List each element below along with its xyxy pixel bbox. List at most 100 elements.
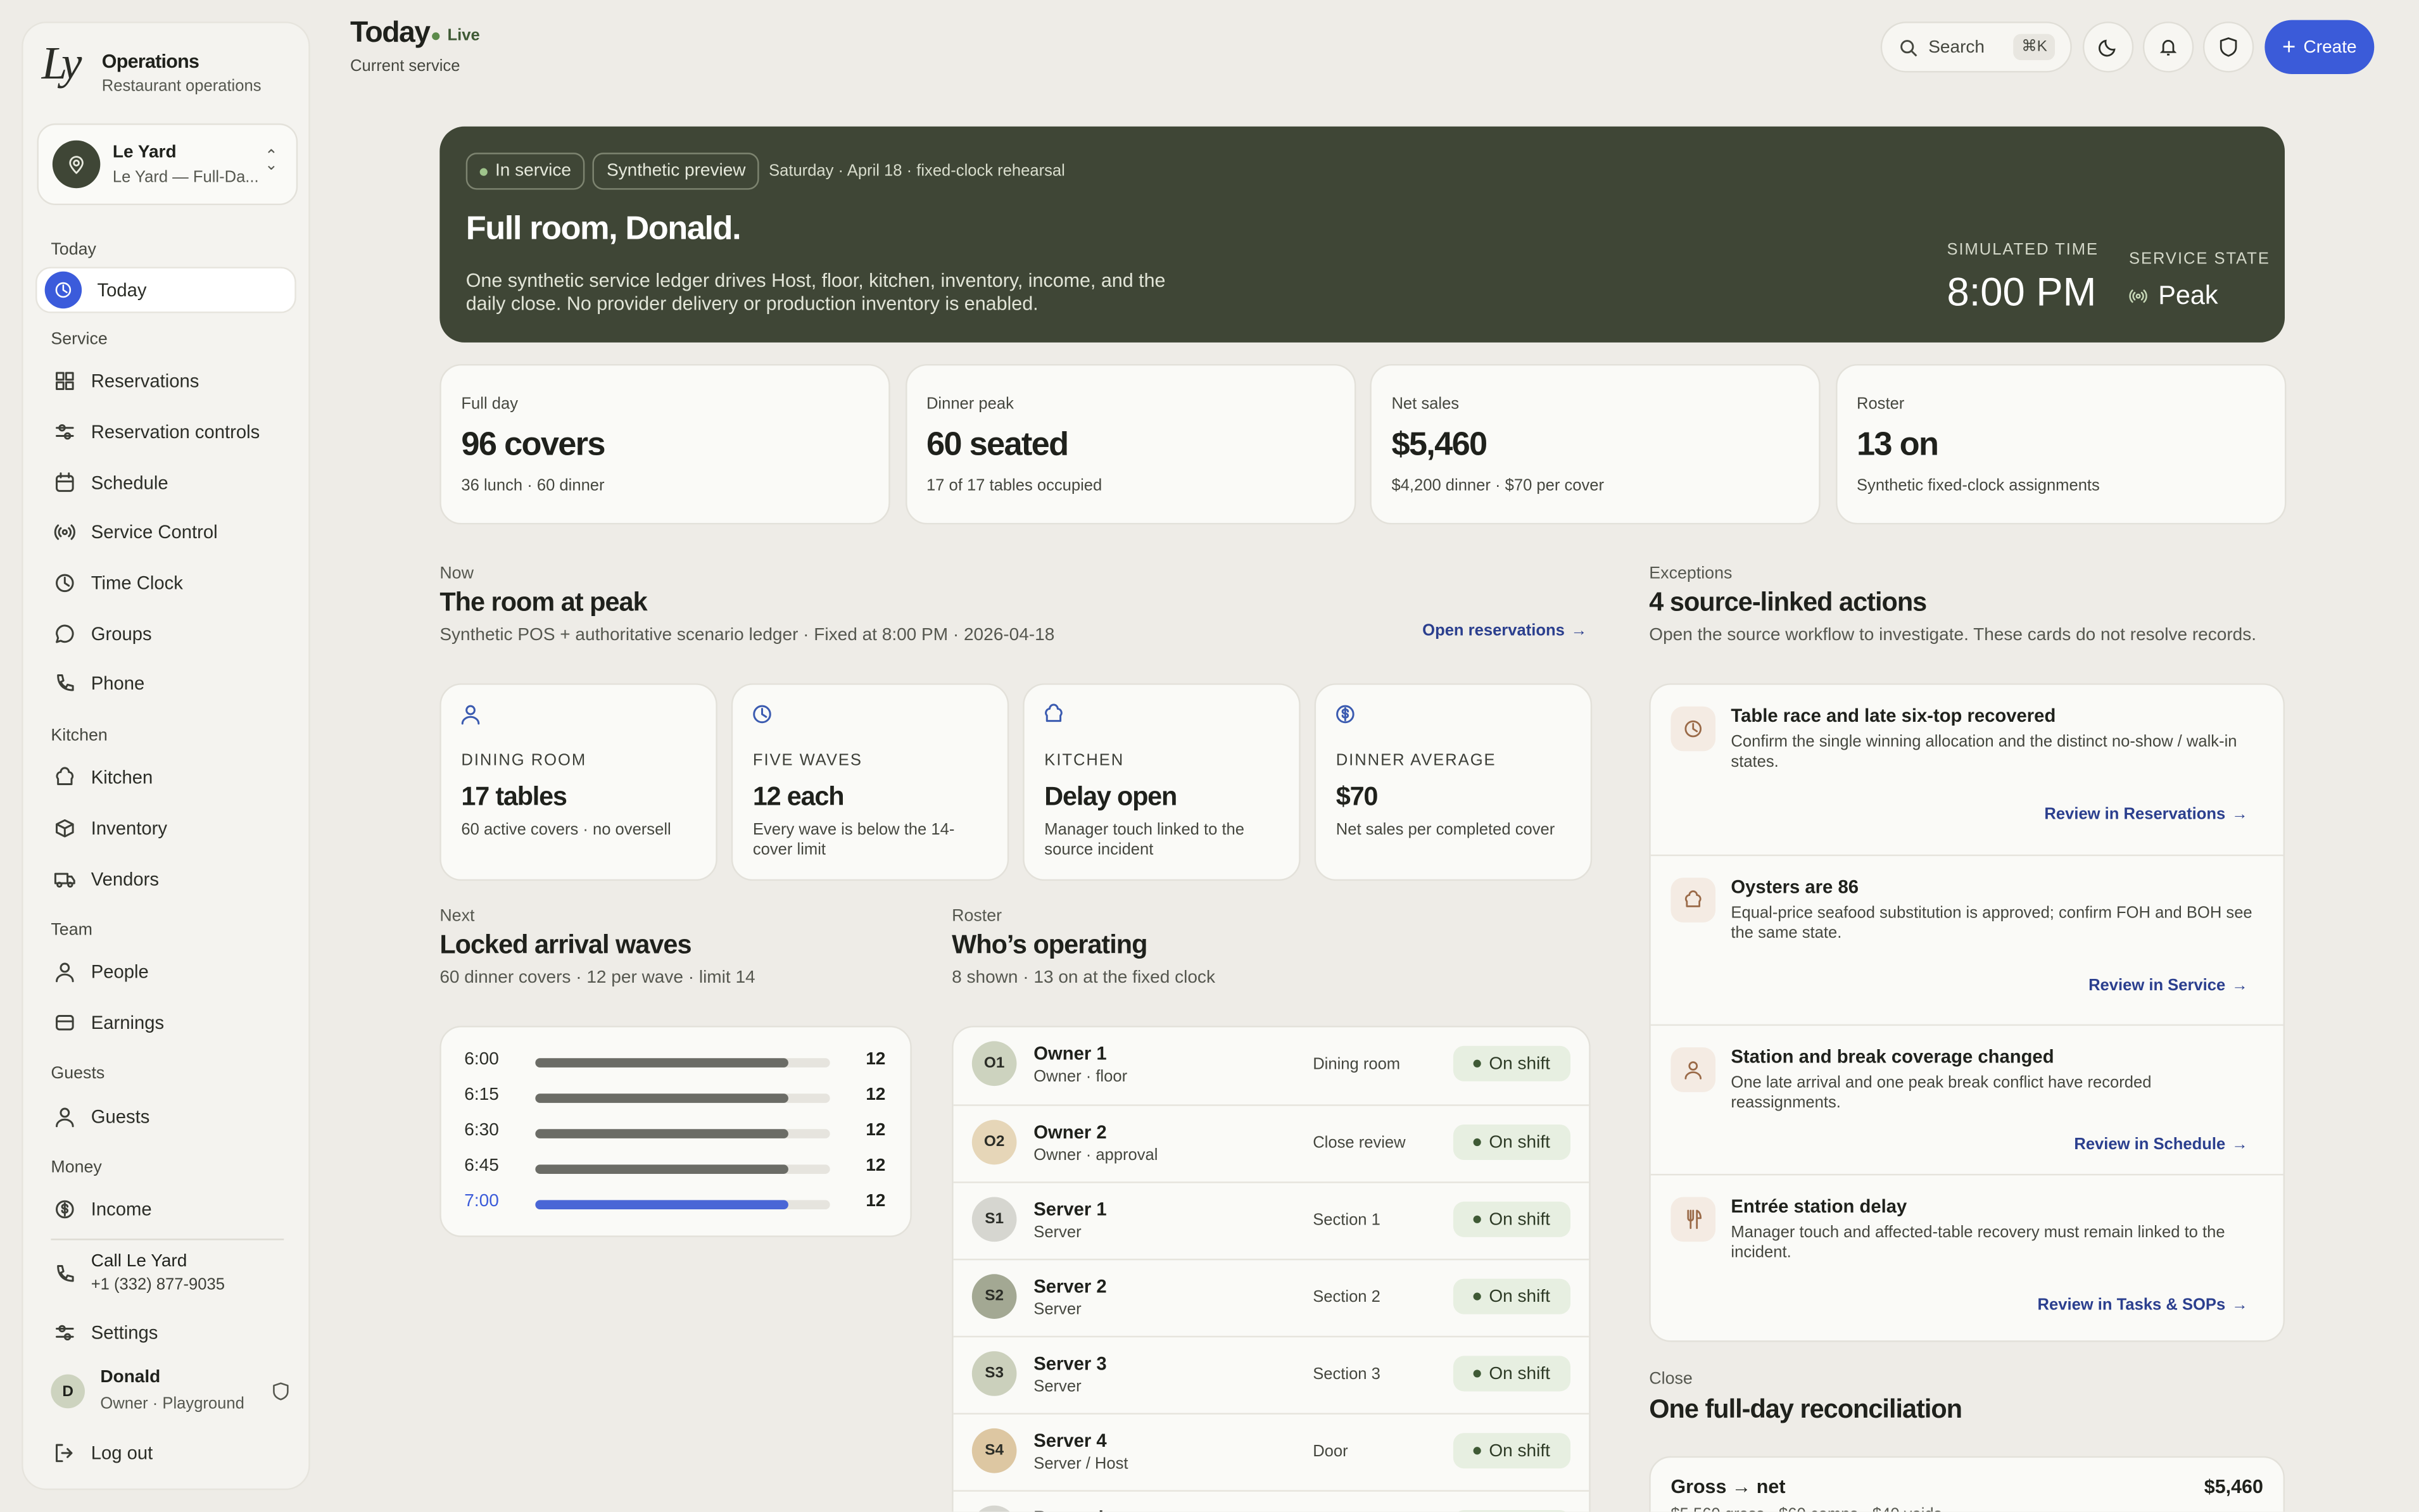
nav-item[interactable]: Time Clock	[23, 558, 309, 608]
roster-avatar: O1	[971, 1041, 1017, 1087]
nav-item[interactable]: Vendors	[23, 854, 309, 904]
nav-active-icon	[44, 271, 82, 309]
call-text: Call Le Yard +1 (332) 877-9035	[91, 1252, 225, 1294]
nav-item[interactable]: Kitchen	[23, 752, 309, 803]
nav-item[interactable]: Groups	[23, 608, 309, 659]
link-arrow[interactable]: →	[2231, 1295, 2248, 1314]
nav-item[interactable]: People	[23, 947, 309, 998]
icon-button[interactable]	[2142, 22, 2194, 73]
section-title: Who’s operating	[952, 930, 1147, 960]
icon	[56, 767, 74, 786]
location-detail: Le Yard — Full-Da...	[112, 168, 259, 187]
icon	[56, 1014, 74, 1031]
nav-item[interactable]: Inventory	[23, 803, 309, 854]
call-button[interactable]: Call Le Yard +1 (332) 877-9035	[54, 1252, 225, 1294]
roster-name: Owner 1	[1033, 1042, 1107, 1064]
exception-body: One late arrival and one peak break conf…	[1731, 1073, 2152, 1112]
stat-card: Net sales $5,460 $4,200 dinner · $70 per c…	[1370, 363, 1821, 525]
metric-label: FIVE WAVES	[752, 751, 862, 770]
exception-link[interactable]: Review in Tasks & SOPs →	[2038, 1295, 2248, 1314]
icon-button[interactable]	[2082, 22, 2134, 73]
call-phone: +1 (332) 877-9035	[91, 1275, 225, 1294]
icon	[273, 1382, 289, 1401]
location-switcher[interactable]: Le Yard Le Yard — Full-Da... ⌃ ⌄	[37, 123, 298, 206]
metric-value: 17 tables	[461, 782, 567, 812]
link-label[interactable]: Review in Tasks & SOPs	[2037, 1295, 2226, 1314]
roster-name: Server 2	[1033, 1275, 1107, 1297]
roster-name: Owner 2	[1033, 1121, 1107, 1143]
bell-icon	[2159, 40, 2177, 56]
roster-row: S4 Server 4 Server / Host Door On shift	[953, 1413, 1589, 1492]
roster-name: Server 3	[1033, 1352, 1107, 1375]
divider	[51, 1238, 284, 1240]
stat-label: Full day	[461, 394, 518, 413]
wave-time: 7:00	[464, 1192, 499, 1211]
link-label[interactable]: Review in Reservations	[2044, 805, 2226, 824]
link-arrow[interactable]: →	[2231, 976, 2248, 995]
create-button[interactable]: + Create	[2264, 20, 2375, 74]
section-title: Locked arrival waves	[439, 930, 692, 960]
wave-bar	[535, 1129, 789, 1138]
time-label: SIMULATED TIME	[1947, 241, 2099, 260]
exception-body: Confirm the single winning allocation an…	[1731, 733, 2237, 772]
roster-row: B1BartenderBartenderBarOn shift	[953, 1490, 1589, 1512]
search[interactable]: Search ⌘K	[1880, 22, 2072, 73]
link-label[interactable]: Review in Schedule	[2074, 1135, 2226, 1154]
exception-link[interactable]: Review in Reservations →	[2044, 805, 2247, 824]
open-reservations-link[interactable]: Open reservations →	[1422, 622, 1587, 640]
icon	[57, 1264, 74, 1282]
section-title: 4 source-linked actions	[1649, 588, 1927, 617]
sidebar: Ly Operations Restaurant operations Le Yard…	[22, 22, 310, 1490]
nav-item[interactable]: Phone	[23, 659, 309, 710]
page-subtitle: Current service	[350, 57, 460, 76]
hero-badge-label: Synthetic preview	[606, 161, 746, 181]
wave-covers: 12	[866, 1157, 886, 1176]
nav-item[interactable]: Service Control	[23, 508, 309, 558]
wave-time: 6:15	[464, 1086, 499, 1105]
icon	[1045, 703, 1063, 722]
icon	[2220, 37, 2237, 57]
exception-title: Station and break coverage changed	[1731, 1045, 2054, 1068]
icon	[461, 705, 480, 725]
nav-item[interactable]: Reservation controls	[23, 406, 309, 457]
nav-item-label: Guests	[91, 1105, 150, 1127]
nav-item-label: People	[91, 961, 149, 983]
exception-icon	[1671, 1047, 1716, 1092]
roster-role: Owner · approval	[1033, 1146, 1158, 1165]
brand-subtitle: Restaurant operations	[101, 77, 262, 96]
icon-button[interactable]	[2202, 22, 2254, 73]
wave-bar	[535, 1200, 789, 1209]
stat-card: Roster 13 on Synthetic fixed-clock assignm…	[1835, 363, 2286, 525]
nav-item[interactable]: Today	[35, 267, 296, 313]
link-label[interactable]: Review in Service	[2088, 976, 2226, 995]
logout[interactable]: Log out	[23, 1428, 153, 1479]
stat-card: Dinner peak 60 seated 17 of 17 tables occu…	[904, 363, 1356, 525]
exception-link[interactable]: Review in Schedule →	[2074, 1135, 2247, 1154]
nav-item[interactable]: Income	[23, 1185, 309, 1235]
nav-item-label: Today	[97, 279, 147, 301]
nav-section-label: Team	[51, 921, 92, 940]
waves-card: 6:00 12 6:15 12 6:30 12 6:45 12 7:00 12	[439, 1026, 912, 1237]
close-label: Gross → net	[1671, 1476, 1786, 1498]
nav-item[interactable]: Reservations	[23, 356, 309, 407]
hero-badge: Synthetic preview	[593, 153, 760, 190]
section-eyebrow: Close	[1649, 1370, 1693, 1389]
live-label: Live	[447, 26, 480, 45]
icon	[56, 372, 74, 391]
exception-link[interactable]: Review in Service →	[2088, 976, 2247, 995]
link-label[interactable]: Open reservations	[1422, 621, 1565, 641]
exception-item: Table race and late six-top recovered Con…	[1651, 685, 2283, 855]
shift-status: On shift	[1453, 1045, 1571, 1081]
link-arrow[interactable]: →	[1570, 621, 1588, 641]
link-arrow[interactable]: →	[2231, 1135, 2248, 1154]
link-arrow[interactable]: →	[2231, 805, 2248, 824]
brand-title: Operations	[101, 51, 199, 73]
nav-item[interactable]: Earnings	[23, 997, 309, 1048]
icon	[1336, 705, 1355, 724]
shift-status: On shift	[1453, 1278, 1571, 1314]
settings-link[interactable]: Settings	[23, 1308, 158, 1359]
nav-item[interactable]: Schedule	[23, 457, 309, 508]
nav-item[interactable]: Guests	[23, 1091, 309, 1142]
wave-bar	[535, 1164, 789, 1174]
wave-track	[535, 1058, 830, 1068]
